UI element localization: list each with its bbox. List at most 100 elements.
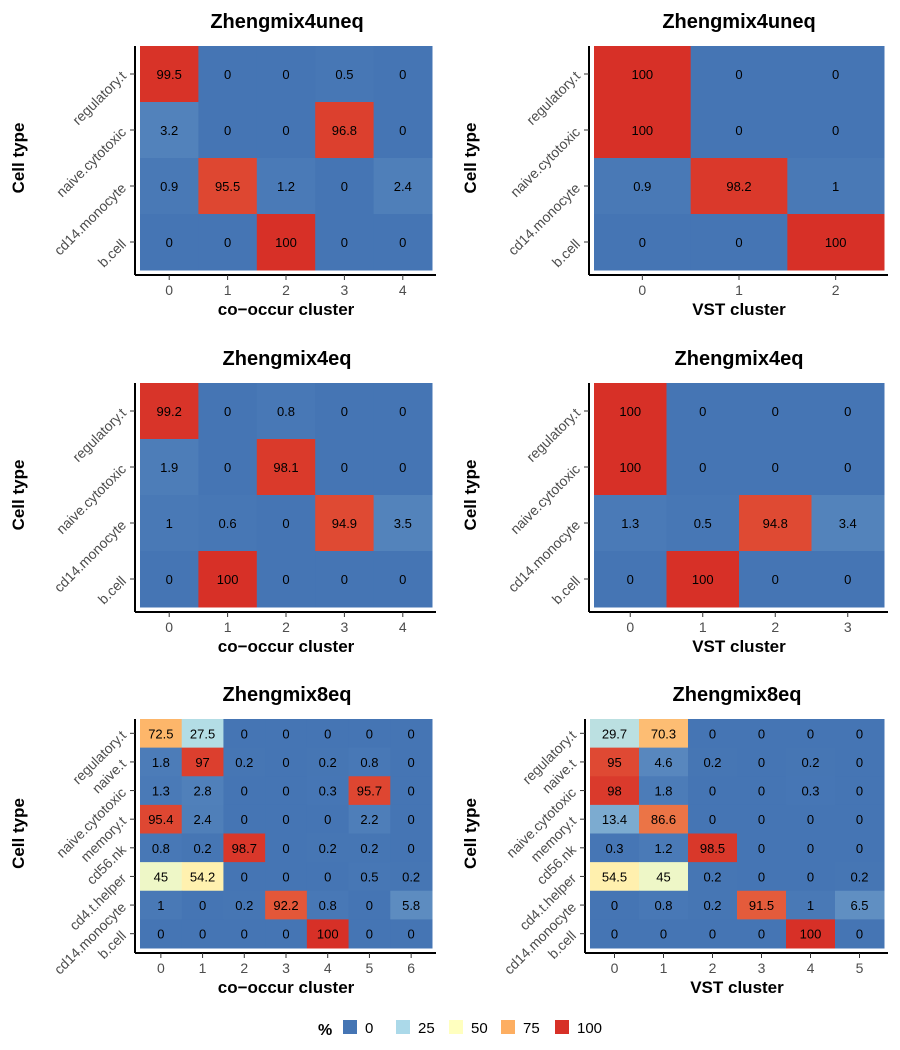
- cell-value-label: 100: [631, 67, 653, 82]
- heatmap-cell: [787, 102, 885, 159]
- cell-value-label: 95.7: [357, 784, 382, 799]
- heatmap-cell: [811, 495, 885, 552]
- legend-label: 100: [577, 1020, 602, 1037]
- heatmap-cell: [373, 102, 433, 159]
- cell-value-label: 0: [772, 404, 779, 419]
- cell-value-label: 0: [408, 726, 415, 741]
- heatmap-cell: [737, 890, 787, 920]
- heatmap-cell: [265, 833, 308, 863]
- cell-value-label: 0.2: [703, 755, 721, 770]
- heatmap-cell: [594, 214, 692, 271]
- y-axis-title: Cell type: [9, 460, 28, 531]
- heatmap-cell: [390, 747, 433, 777]
- heatmap-cell: [306, 919, 350, 949]
- cell-value-label: 0: [282, 812, 289, 827]
- cell-value-label: 0: [399, 235, 406, 250]
- heatmap-cell: [256, 439, 316, 496]
- heatmap-cell: [786, 747, 836, 777]
- x-tick-label: 2: [771, 619, 779, 635]
- cell-value-label: 0: [224, 460, 231, 475]
- heatmap-cell: [348, 862, 391, 892]
- cell-value-label: 2.4: [394, 179, 412, 194]
- heatmap-panel: Zhengmix8eq 72.5 27.5 0 0 0 0 0 1.8 97 0.2 0 0.2 0.8 0…: [9, 684, 436, 997]
- heatmap-cell: [639, 833, 689, 863]
- cell-value-label: 0: [735, 123, 742, 138]
- cell-value-label: 0: [408, 927, 415, 942]
- heatmap-cell: [223, 833, 266, 863]
- heatmap-cell: [639, 862, 689, 892]
- cell-value-label: 0: [699, 460, 706, 475]
- heatmap-cell: [223, 890, 266, 920]
- cell-value-label: 0.9: [633, 179, 651, 194]
- cell-value-label: 0: [324, 726, 331, 741]
- heatmap-cell: [256, 551, 316, 608]
- heatmap-cell: [140, 719, 183, 749]
- cell-value-label: 0: [627, 572, 634, 587]
- heatmap-cell: [811, 383, 885, 440]
- cell-value-label: 0: [856, 812, 863, 827]
- cell-value-label: 91.5: [749, 898, 774, 913]
- cell-value-label: 0: [282, 516, 289, 531]
- cell-value-label: 100: [631, 123, 653, 138]
- cell-value-label: 0: [341, 179, 348, 194]
- heatmap-cell: [688, 833, 738, 863]
- heatmap-cell: [315, 214, 375, 271]
- heatmap-cell: [373, 46, 433, 103]
- heatmap-cell: [198, 102, 258, 159]
- x-axis-title: VST cluster: [692, 300, 786, 319]
- cell-value-label: 0.8: [654, 898, 672, 913]
- heatmap-cell: [639, 804, 689, 834]
- x-tick-label: 3: [341, 282, 349, 298]
- cell-value-label: 0: [324, 869, 331, 884]
- heatmap-cell: [737, 719, 787, 749]
- cell-value-label: 70.3: [651, 726, 676, 741]
- heatmap-cell: [373, 214, 433, 271]
- heatmap-cell: [590, 890, 640, 920]
- heatmap-cell: [256, 214, 316, 271]
- cell-value-label: 0: [366, 927, 373, 942]
- cell-value-label: 0: [832, 123, 839, 138]
- heatmap-cell: [594, 551, 667, 608]
- cell-value-label: 100: [275, 235, 297, 250]
- cell-value-label: 3.2: [160, 123, 178, 138]
- cell-value-label: 0: [856, 841, 863, 856]
- heatmap-cell: [690, 158, 788, 215]
- cell-value-label: 3.4: [839, 516, 857, 531]
- heatmap-cell: [181, 862, 224, 892]
- heatmap-cell: [198, 383, 258, 440]
- heatmap-cell: [390, 919, 433, 949]
- cell-value-label: 27.5: [190, 726, 215, 741]
- y-axis-title: Cell type: [9, 123, 28, 194]
- cell-value-label: 0: [166, 235, 173, 250]
- heatmap-cell: [835, 919, 885, 949]
- heatmap-cell: [590, 719, 640, 749]
- y-axis-title: Cell type: [461, 798, 480, 869]
- heatmap-cell: [835, 747, 885, 777]
- cell-value-label: 0.2: [194, 841, 212, 856]
- cell-value-label: 1.3: [621, 516, 639, 531]
- heatmap-cell: [639, 890, 689, 920]
- cell-value-label: 54.5: [602, 869, 627, 884]
- heatmap-cell: [666, 495, 740, 552]
- heatmap-cell: [181, 776, 224, 806]
- panel-title: Zhengmix4uneq: [210, 11, 363, 33]
- cell-value-label: 0.2: [850, 869, 868, 884]
- heatmap-cell: [739, 383, 812, 440]
- heatmap-cell: [835, 804, 885, 834]
- cell-value-label: 95.5: [215, 179, 240, 194]
- cell-value-label: 94.8: [763, 516, 788, 531]
- heatmap-cell: [265, 862, 308, 892]
- heatmap-cell: [690, 214, 788, 271]
- cell-value-label: 1: [832, 179, 839, 194]
- heatmap-cell: [256, 495, 316, 552]
- legend-swatch: [396, 1020, 410, 1034]
- cell-value-label: 0: [709, 812, 716, 827]
- legend-swatch: [343, 1020, 357, 1034]
- cell-value-label: 0: [660, 927, 667, 942]
- heatmap-cell: [811, 439, 885, 496]
- heatmap-cell: [594, 439, 667, 496]
- heatmap-cell: [688, 919, 738, 949]
- cell-value-label: 92.2: [273, 898, 298, 913]
- cell-value-label: 100: [619, 460, 641, 475]
- heatmap-cell: [306, 776, 350, 806]
